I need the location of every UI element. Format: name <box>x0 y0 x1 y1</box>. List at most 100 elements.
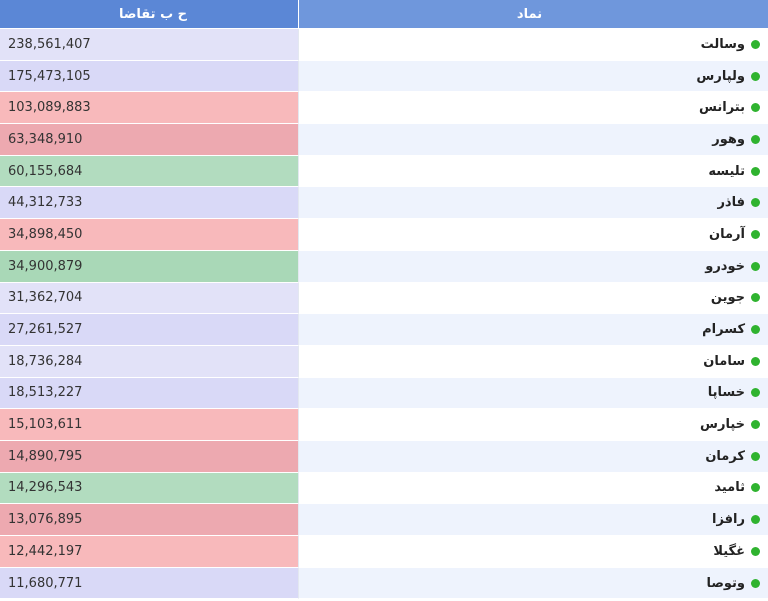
demand-column-header[interactable]: ح ب تقاضا <box>0 0 298 29</box>
status-dot-icon <box>751 578 760 588</box>
table-row[interactable]: وتوصا 11,680,771 <box>0 567 768 600</box>
demand-value: 63,348,910 <box>8 131 83 147</box>
symbol-label[interactable]: رافزا <box>712 512 745 528</box>
symbol-cell[interactable]: خپارس <box>298 409 768 441</box>
symbol-label[interactable]: کرمان <box>705 448 745 464</box>
demand-value: 60,155,684 <box>8 163 83 179</box>
table-row[interactable]: خپارس 15,103,611 <box>0 409 768 441</box>
symbol-cell[interactable]: رافزا <box>298 504 768 536</box>
demand-value-cell: 31,362,704 <box>0 282 298 315</box>
symbol-cell[interactable]: وتوصا <box>298 567 768 600</box>
demand-value: 11,680,771 <box>8 575 83 591</box>
demand-value-cell: 18,736,284 <box>0 345 298 378</box>
symbol-label[interactable]: وسالت <box>700 36 745 52</box>
demand-value: 238,561,407 <box>8 36 91 52</box>
demand-value-cell: 14,296,543 <box>0 472 298 505</box>
demand-value: 44,312,733 <box>8 195 83 211</box>
demand-value: 15,103,611 <box>8 417 83 433</box>
demand-value: 27,261,527 <box>8 322 83 338</box>
demand-value-cell: 11,680,771 <box>0 567 298 600</box>
symbol-cell[interactable]: غگیلا <box>298 536 768 568</box>
symbol-label[interactable]: کسرام <box>702 322 745 338</box>
demand-value: 175,473,105 <box>8 68 91 84</box>
symbol-cell[interactable]: ثامید <box>298 472 768 505</box>
symbol-cell[interactable]: وسالت <box>298 29 768 61</box>
symbol-cell[interactable]: کرمان <box>298 440 768 473</box>
status-dot-icon <box>751 198 760 208</box>
symbol-cell[interactable]: فاذر <box>298 187 768 220</box>
symbol-label[interactable]: فاذر <box>717 195 745 211</box>
table-row[interactable]: رافزا 13,076,895 <box>0 504 768 536</box>
table-header: نماد ح ب تقاضا <box>0 0 768 29</box>
demand-value-cell: 15,103,611 <box>0 409 298 441</box>
symbol-label[interactable]: جوین <box>710 290 745 306</box>
table-row[interactable]: جوین 31,362,704 <box>0 282 768 315</box>
status-dot-icon <box>751 546 760 556</box>
table-row[interactable]: خودرو 34,900,879 <box>0 250 768 283</box>
table-row[interactable]: سامان 18,736,284 <box>0 345 768 378</box>
symbol-cell[interactable]: جوین <box>298 282 768 315</box>
symbol-label[interactable]: وتوصا <box>706 575 745 591</box>
table-row[interactable]: فاذر 44,312,733 <box>0 187 768 220</box>
demand-value: 103,089,883 <box>8 100 91 116</box>
symbol-label[interactable]: ثامید <box>714 480 745 496</box>
demand-value-cell: 27,261,527 <box>0 314 298 346</box>
symbol-cell[interactable]: آرمان <box>298 219 768 251</box>
symbol-label[interactable]: خپارس <box>700 417 745 433</box>
demand-value-cell: 34,900,879 <box>0 250 298 283</box>
symbol-cell[interactable]: تلیسه <box>298 155 768 188</box>
demand-value-cell: 34,898,450 <box>0 219 298 251</box>
table-row[interactable]: وهور 63,348,910 <box>0 124 768 156</box>
symbol-cell[interactable]: ولپارس <box>298 60 768 93</box>
symbol-column-header[interactable]: نماد <box>298 0 768 29</box>
status-dot-icon <box>751 134 760 144</box>
symbol-label[interactable]: آرمان <box>709 226 745 242</box>
table-row[interactable]: ولپارس 175,473,105 <box>0 60 768 93</box>
demand-value-cell: 13,076,895 <box>0 504 298 536</box>
demand-value-cell: 12,442,197 <box>0 536 298 568</box>
symbol-cell[interactable]: سامان <box>298 345 768 378</box>
symbol-label[interactable]: سامان <box>703 353 745 369</box>
demand-value: 13,076,895 <box>8 512 83 528</box>
table-row[interactable]: بترانس 103,089,883 <box>0 92 768 125</box>
symbol-cell[interactable]: وهور <box>298 124 768 156</box>
status-dot-icon <box>751 293 760 303</box>
symbol-label[interactable]: تلیسه <box>708 163 745 179</box>
status-dot-icon <box>751 483 760 493</box>
status-dot-icon <box>751 71 760 81</box>
demand-value-cell: 60,155,684 <box>0 155 298 188</box>
demand-value: 12,442,197 <box>8 543 83 559</box>
status-dot-icon <box>751 388 760 398</box>
symbol-label[interactable]: غگیلا <box>713 543 745 559</box>
symbol-label[interactable]: بترانس <box>699 100 745 116</box>
status-dot-icon <box>751 229 760 239</box>
demand-value-cell: 238,561,407 <box>0 29 298 61</box>
status-dot-icon <box>751 420 760 430</box>
table-row[interactable]: خساپا 18,513,227 <box>0 377 768 410</box>
table-row[interactable]: تلیسه 60,155,684 <box>0 155 768 188</box>
symbol-label[interactable]: خساپا <box>707 385 745 401</box>
status-dot-icon <box>751 261 760 271</box>
symbol-label[interactable]: خودرو <box>705 258 745 274</box>
symbol-label[interactable]: وهور <box>712 131 745 147</box>
symbol-cell[interactable]: کسرام <box>298 314 768 346</box>
table-row[interactable]: غگیلا 12,442,197 <box>0 536 768 568</box>
demand-value: 14,296,543 <box>8 480 83 496</box>
symbol-cell[interactable]: خساپا <box>298 377 768 410</box>
demand-value-cell: 14,890,795 <box>0 440 298 473</box>
symbol-cell[interactable]: بترانس <box>298 92 768 125</box>
symbol-cell[interactable]: خودرو <box>298 250 768 283</box>
table-row[interactable]: کسرام 27,261,527 <box>0 314 768 346</box>
table-row[interactable]: کرمان 14,890,795 <box>0 440 768 473</box>
table-row[interactable]: وسالت 238,561,407 <box>0 29 768 61</box>
demand-value: 34,898,450 <box>8 226 83 242</box>
table-body: وسالت 238,561,407 ولپارس 175,473,105 بترانس 1… <box>0 29 768 600</box>
demand-value: 18,513,227 <box>8 385 83 401</box>
demand-value: 31,362,704 <box>8 290 83 306</box>
table-row[interactable]: آرمان 34,898,450 <box>0 219 768 251</box>
symbol-label[interactable]: ولپارس <box>696 68 745 84</box>
table-row[interactable]: ثامید 14,296,543 <box>0 472 768 505</box>
demand-value-cell: 103,089,883 <box>0 92 298 125</box>
demand-value-cell: 44,312,733 <box>0 187 298 220</box>
